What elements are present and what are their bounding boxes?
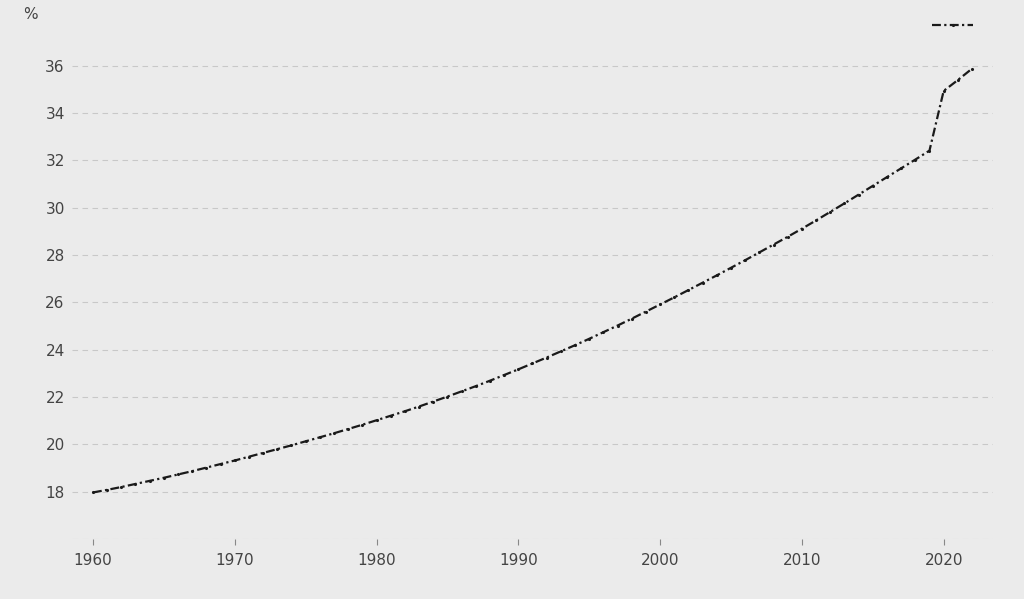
Legend:  bbox=[932, 19, 984, 33]
Y-axis label: %: % bbox=[23, 7, 38, 22]
